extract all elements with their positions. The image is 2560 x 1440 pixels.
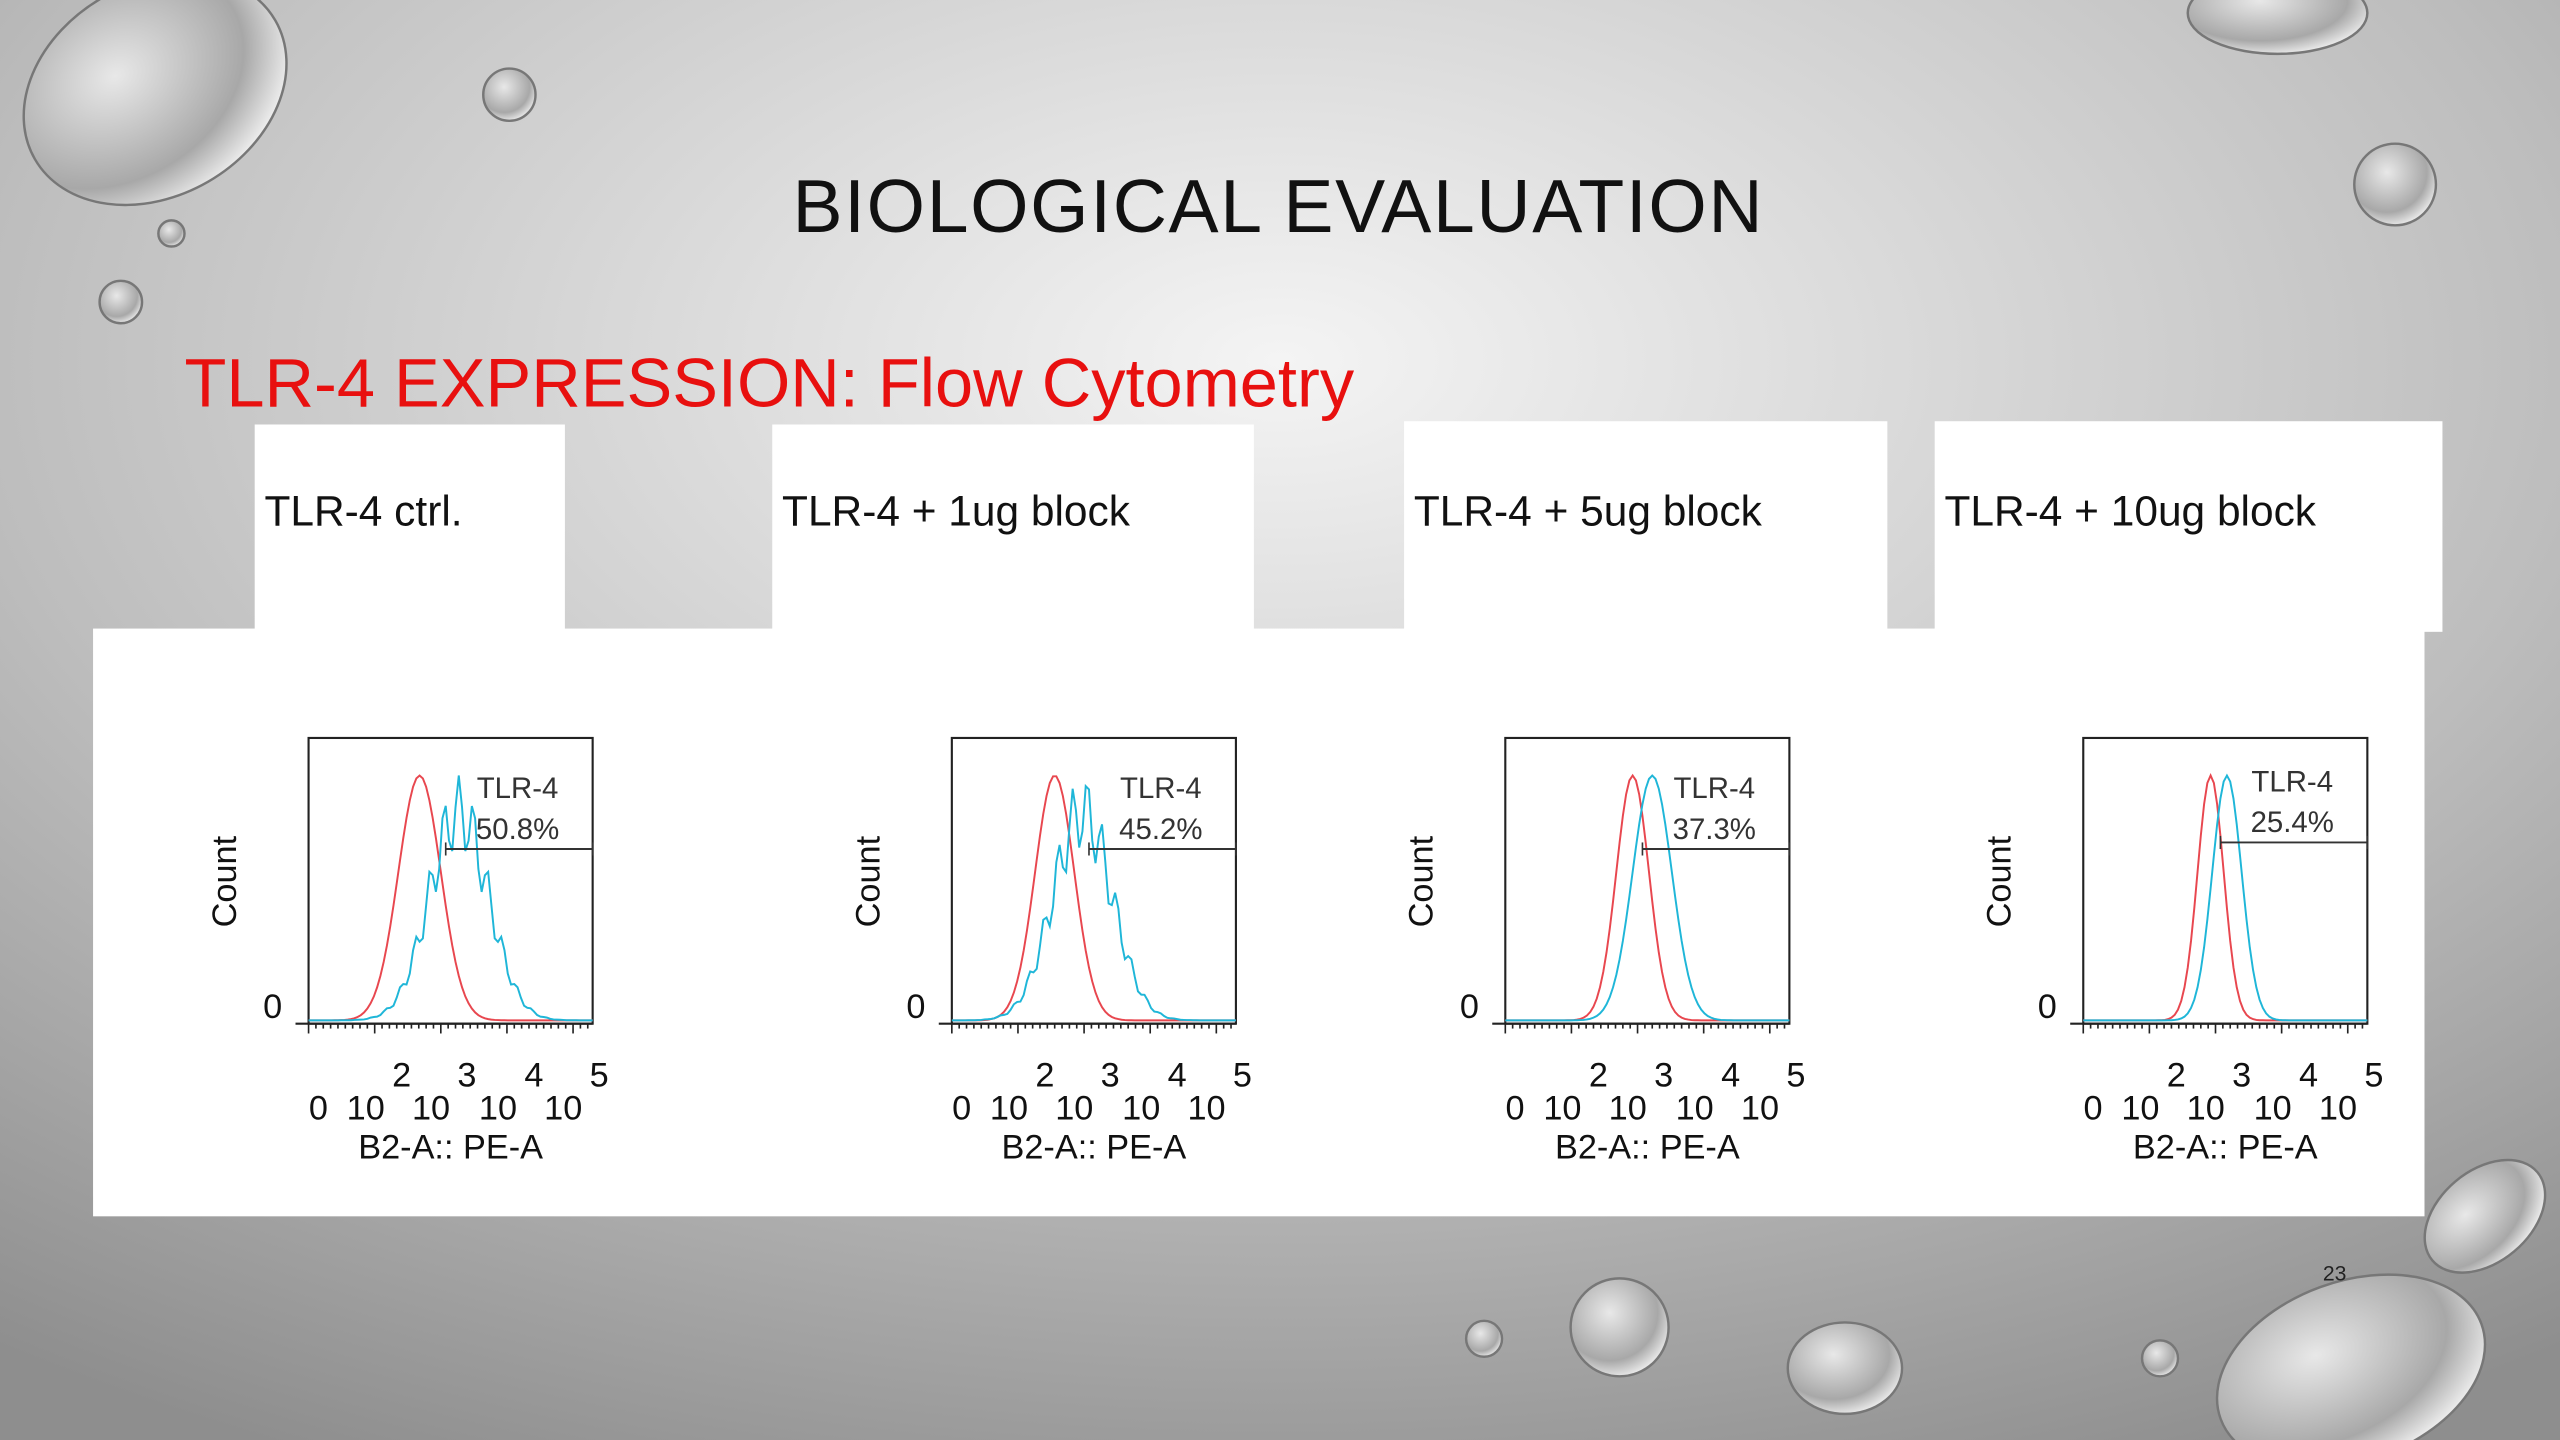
x-tick-label: 10 — [1055, 1089, 1093, 1127]
gate-percent: 50.8% — [476, 813, 559, 846]
x-tick-label: 10 — [479, 1089, 517, 1127]
x-tick-label: 10 — [2254, 1089, 2292, 1127]
slide-title: BIOLOGICAL EVALUATION — [792, 164, 1764, 248]
y-axis-label: Count — [1403, 835, 1441, 927]
gate-label: TLR-4 — [1673, 772, 1755, 805]
x-tick-exponent: 5 — [1786, 1057, 1805, 1095]
x-axis-label: B2-A:: PE-A — [358, 1128, 543, 1166]
x-tick-label: 0 — [952, 1089, 971, 1127]
x-axis-label: B2-A:: PE-A — [2133, 1128, 2318, 1166]
x-tick-exponent: 3 — [2232, 1057, 2251, 1095]
x-tick-label: 10 — [412, 1089, 450, 1127]
x-tick-label: 10 — [990, 1089, 1028, 1127]
x-tick-exponent: 2 — [392, 1057, 411, 1095]
x-tick-exponent: 4 — [2299, 1057, 2318, 1095]
y-tick-label: 0 — [263, 988, 282, 1026]
panel-label: TLR-4 + 10ug block — [1944, 488, 2316, 535]
y-axis-label: Count — [206, 835, 244, 927]
gate-percent: 45.2% — [1119, 813, 1202, 846]
gate-label: TLR-4 — [477, 772, 559, 805]
x-tick-exponent: 5 — [2364, 1057, 2383, 1095]
x-tick-exponent: 4 — [1721, 1057, 1740, 1095]
histogram-curve — [1505, 774, 1790, 1022]
histogram-curve — [2083, 773, 2368, 1022]
x-tick-exponent: 5 — [590, 1057, 609, 1095]
x-tick-exponent: 4 — [524, 1057, 543, 1095]
x-tick-label: 0 — [2084, 1089, 2103, 1127]
x-tick-label: 10 — [1122, 1089, 1160, 1127]
y-tick-label: 0 — [1460, 988, 1479, 1026]
x-tick-exponent: 2 — [1589, 1057, 1608, 1095]
gate-percent: 25.4% — [2251, 806, 2334, 839]
panel-label: TLR-4 + 5ug block — [1414, 488, 1763, 535]
x-tick-label: 10 — [544, 1089, 582, 1127]
x-tick-label: 10 — [347, 1089, 385, 1127]
x-tick-label: 10 — [1187, 1089, 1225, 1127]
x-tick-exponent: 3 — [457, 1057, 476, 1095]
gate-label: TLR-4 — [1120, 772, 1202, 805]
x-tick-exponent: 4 — [1168, 1057, 1187, 1095]
x-tick-label: 10 — [1676, 1089, 1714, 1127]
y-tick-label: 0 — [2038, 988, 2057, 1026]
y-axis-label: Count — [1981, 835, 2019, 927]
panel-label: TLR-4 + 1ug block — [782, 488, 1131, 535]
x-tick-exponent: 5 — [1233, 1057, 1252, 1095]
x-axis-label: B2-A:: PE-A — [1555, 1128, 1740, 1166]
x-tick-exponent: 2 — [2167, 1057, 2186, 1095]
x-tick-label: 10 — [1741, 1089, 1779, 1127]
y-axis-label: Count — [849, 835, 887, 927]
x-tick-label: 10 — [1609, 1089, 1647, 1127]
x-tick-exponent: 3 — [1101, 1057, 1120, 1095]
histogram-curve — [308, 774, 593, 1022]
x-axis-label: B2-A:: PE-A — [1002, 1128, 1187, 1166]
panel-label: TLR-4 ctrl. — [264, 488, 462, 535]
x-tick-label: 10 — [1543, 1089, 1581, 1127]
x-tick-label: 10 — [2187, 1089, 2225, 1127]
x-tick-label: 0 — [309, 1089, 328, 1127]
slide-subtitle: TLR-4 EXPRESSION: Flow Cytometry — [184, 345, 1354, 422]
page-number: 23 — [2323, 1263, 2347, 1286]
histogram-curve — [951, 783, 1236, 1022]
x-tick-exponent: 2 — [1035, 1057, 1054, 1095]
white-panels — [93, 421, 2443, 1217]
x-tick-label: 10 — [2121, 1089, 2159, 1127]
x-tick-label: 10 — [2319, 1089, 2357, 1127]
x-tick-label: 0 — [1506, 1089, 1525, 1127]
x-tick-exponent: 3 — [1654, 1057, 1673, 1095]
gate-label: TLR-4 — [2251, 765, 2333, 798]
histogram-curve — [308, 775, 593, 1022]
y-tick-label: 0 — [906, 988, 925, 1026]
gate-percent: 37.3% — [1673, 813, 1756, 846]
